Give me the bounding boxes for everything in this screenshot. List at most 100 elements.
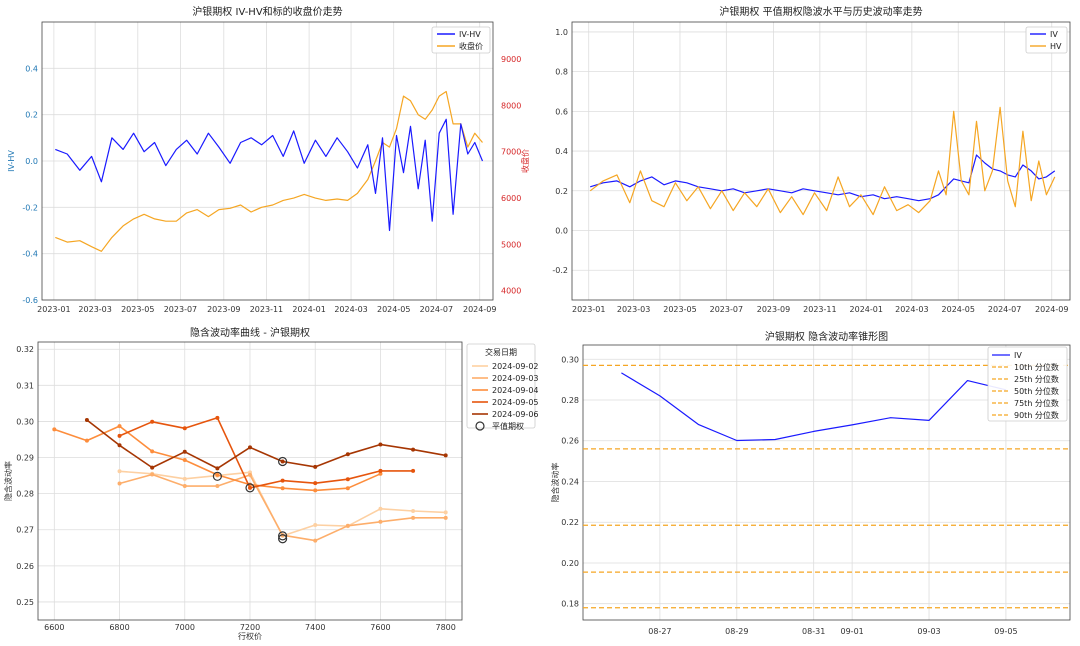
plot-frame bbox=[582, 344, 1071, 621]
series-line-iv bbox=[590, 154, 1056, 202]
x-tick-label: 2023-09 bbox=[757, 305, 790, 314]
legend: IV-HV 收盘价 bbox=[431, 26, 491, 54]
data-point bbox=[411, 447, 416, 452]
data-point bbox=[345, 452, 350, 457]
x-tick-label: 2024-09 bbox=[463, 305, 496, 314]
series-line-iv bbox=[621, 372, 1007, 442]
x-tick-label: 2024-01 bbox=[292, 305, 325, 314]
y-axis-label: 隐含波动率 bbox=[550, 463, 560, 503]
data-point bbox=[378, 506, 383, 511]
legend-label: 2024-09-04 bbox=[492, 386, 539, 395]
x-tick-label: 09-05 bbox=[994, 627, 1017, 636]
data-point bbox=[443, 453, 448, 458]
y2-tick-label: 5000 bbox=[501, 240, 521, 249]
data-point bbox=[248, 485, 252, 490]
x-tick-label: 09-01 bbox=[841, 627, 864, 636]
y-tick-label: 0.29 bbox=[16, 454, 34, 463]
data-point bbox=[117, 433, 122, 438]
plot-frame bbox=[37, 341, 463, 621]
legend-label: 收盘价 bbox=[459, 41, 483, 51]
y2-axis-label: 收盘价 bbox=[520, 149, 530, 173]
x-tick-label: 7400 bbox=[305, 623, 325, 632]
chart-iv-smile: 隐含波动率曲线 - 沪银期权 0.25 0.26 0.27 0.28 0.29 0.30 0.… bbox=[3, 326, 539, 641]
x-tick-label: 6600 bbox=[44, 623, 64, 632]
data-point bbox=[182, 484, 187, 489]
x-tick-label: 7200 bbox=[240, 623, 260, 632]
y-tick-label: 0.8 bbox=[555, 68, 568, 77]
chart-iv-hv-levels: 沪银期权 平值期权隐波水平与历史波动率走势 -0.2 0.0 0.2 0.4 0.6 0.8… bbox=[552, 5, 1071, 314]
legend-label: 2024-09-05 bbox=[492, 398, 539, 407]
data-point bbox=[150, 419, 155, 424]
data-point bbox=[117, 469, 122, 474]
legend-label: 平值期权 bbox=[492, 421, 524, 431]
legend-label: 10th 分位数 bbox=[1014, 362, 1059, 372]
y-tick-label: -0.4 bbox=[22, 250, 38, 259]
x-tick-label: 7800 bbox=[436, 623, 456, 632]
x-tick-label: 2023-01 bbox=[37, 305, 70, 314]
data-point bbox=[280, 459, 285, 464]
y-tick-label: 0.20 bbox=[561, 559, 579, 568]
x-tick-label: 2023-03 bbox=[78, 305, 111, 314]
legend-box bbox=[466, 343, 536, 429]
series-line-close bbox=[55, 90, 483, 252]
y2-tick-label: 8000 bbox=[501, 101, 521, 110]
y-tick-label: 0.24 bbox=[561, 477, 579, 486]
data-point bbox=[313, 523, 318, 528]
legend-box bbox=[987, 346, 1068, 422]
x-tick-label: 2024-01 bbox=[850, 305, 883, 314]
data-point bbox=[313, 488, 318, 493]
data-point bbox=[345, 523, 350, 528]
y-tick-label: -0.2 bbox=[22, 203, 38, 212]
data-point bbox=[248, 472, 252, 477]
legend: 交易日期 2024-09-02 2024-09-03 2024-09-04 2024-0… bbox=[466, 343, 539, 431]
x-tick-label: 09-03 bbox=[917, 627, 940, 636]
y-tick-label: 0.0 bbox=[555, 227, 568, 236]
data-point bbox=[150, 449, 155, 454]
data-point bbox=[84, 438, 89, 443]
x-tick-label: 2023-07 bbox=[710, 305, 743, 314]
data-point bbox=[378, 468, 383, 473]
data-point bbox=[378, 442, 383, 447]
y-tick-label: 0.32 bbox=[16, 345, 34, 354]
legend: IV HV bbox=[1025, 26, 1068, 54]
x-tick-label: 2024-09 bbox=[1035, 305, 1068, 314]
x-axis-label: 行权价 bbox=[238, 631, 262, 641]
x-tick-label: 2023-05 bbox=[663, 305, 696, 314]
y-tick-label: -0.2 bbox=[552, 266, 568, 275]
data-point bbox=[411, 468, 416, 473]
atm-marker bbox=[212, 471, 222, 481]
chart-title: 沪银期权 IV-HV和标的收盘价走势 bbox=[192, 5, 342, 18]
legend-label: 2024-09-03 bbox=[492, 374, 539, 383]
data-point bbox=[313, 481, 318, 486]
y-tick-label: 0.28 bbox=[16, 490, 34, 499]
series-line bbox=[119, 416, 414, 489]
chart-title: 沪银期权 平值期权隐波水平与历史波动率走势 bbox=[719, 5, 922, 18]
data-point bbox=[313, 538, 318, 543]
legend: IV 10th 分位数 25th 分位数 50th 分位数 75th 分位数 90th 分… bbox=[987, 346, 1068, 422]
x-tick-label: 2023-09 bbox=[207, 305, 240, 314]
chart-iv-hv-close: 沪银期权 IV-HV和标的收盘价走势 -0.6 -0.4 -0.2 0.0 0.2 0.4 4… bbox=[7, 5, 530, 314]
legend-label: 50th 分位数 bbox=[1014, 386, 1059, 396]
legend-label: 2024-09-02 bbox=[492, 362, 539, 371]
y-axis-label: IV-HV bbox=[7, 150, 16, 172]
x-tick-label: 2023-01 bbox=[572, 305, 605, 314]
x-tick-label: 2024-05 bbox=[942, 305, 975, 314]
series-line-iv-hv bbox=[55, 118, 484, 232]
series-line bbox=[119, 473, 446, 542]
chart-iv-cone: 沪银期权 隐含波动率锥形图 0.18 0.20 0.22 0.24 0.26 0.28 0.3… bbox=[550, 330, 1071, 636]
data-point bbox=[411, 515, 416, 520]
data-point bbox=[378, 471, 383, 476]
data-point bbox=[117, 481, 122, 486]
x-tick-label: 2023-03 bbox=[617, 305, 650, 314]
data-point bbox=[280, 486, 285, 491]
x-tick-label: 2024-03 bbox=[334, 305, 367, 314]
data-point bbox=[84, 417, 89, 422]
x-tick-label: 7600 bbox=[370, 623, 390, 632]
data-point bbox=[215, 472, 220, 477]
series-2024-09-06 bbox=[84, 417, 448, 471]
x-tick-label: 08-27 bbox=[648, 627, 671, 636]
atm-marker bbox=[278, 531, 288, 541]
legend-label: 2024-09-06 bbox=[492, 410, 539, 419]
x-tick-label: 2024-07 bbox=[420, 305, 453, 314]
